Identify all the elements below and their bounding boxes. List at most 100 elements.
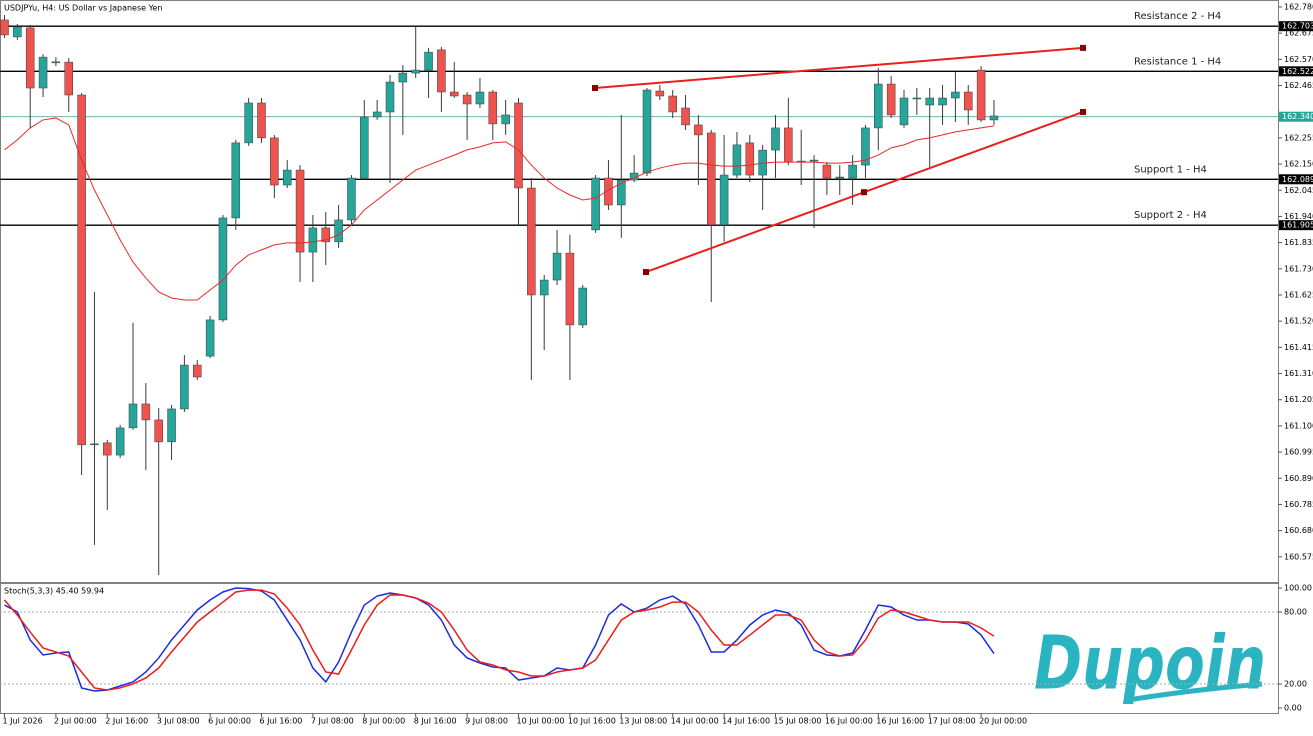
- y-tick-label: 162.570: [1284, 55, 1313, 64]
- candle-body: [604, 177, 613, 206]
- candle-body: [437, 49, 446, 93]
- x-tick-label: 14 Jul 00:00: [671, 717, 719, 726]
- logo-swoosh: [1127, 681, 1263, 703]
- candle-body: [115, 427, 125, 456]
- x-tick-label: 17 Jul 08:00: [928, 717, 976, 726]
- candle-body: [488, 91, 498, 125]
- candle-body: [167, 408, 176, 443]
- x-tick-label: 16 Jul 16:00: [876, 717, 924, 726]
- candle-body: [745, 142, 755, 176]
- candle-body: [193, 364, 202, 378]
- trend-handle: [861, 189, 867, 196]
- last-price-tag: [1279, 111, 1313, 122]
- candle-body: [938, 97, 947, 106]
- candle-body: [514, 102, 523, 189]
- candle-body: [707, 132, 716, 226]
- y-tick-label: 0.00: [1284, 703, 1302, 712]
- candle-body: [539, 279, 549, 296]
- candle-body: [964, 91, 973, 111]
- level-tag-label: 162.089: [1282, 175, 1313, 184]
- x-tick-label: 2 Jul 16:00: [105, 717, 148, 726]
- candle-body: [385, 81, 395, 113]
- x-tick-label: 10 Jul 00:00: [517, 717, 565, 726]
- x-tick-label: 2 Jul 00:00: [54, 717, 97, 726]
- candle-body: [308, 227, 318, 253]
- x-tick-label: 6 Jul 16:00: [260, 717, 303, 726]
- y-tick-label: 162.780: [1284, 2, 1313, 11]
- candle-body: [861, 127, 870, 166]
- y-tick-label: 100.00: [1284, 584, 1312, 593]
- candle-body: [719, 174, 729, 226]
- candle-body: [321, 227, 330, 243]
- x-tick-label: 8 Jul 16:00: [414, 717, 457, 726]
- level-tag-label: 162.522: [1282, 67, 1313, 76]
- series-line: [3, 589, 995, 691]
- x-tick-label: 9 Jul 08:00: [465, 717, 508, 726]
- x-tick-label: 20 Jul 00:00: [979, 717, 1027, 726]
- candle-body: [411, 69, 420, 74]
- candle-body: [424, 51, 433, 71]
- x-tick-label: 14 Jul 16:00: [722, 717, 770, 726]
- candle-body: [951, 91, 960, 99]
- candle-body: [565, 252, 575, 326]
- x-tick-label: 15 Jul 08:00: [774, 717, 822, 726]
- candle-body: [270, 137, 279, 186]
- y-tick-label: 161.520: [1284, 317, 1313, 326]
- series-line: [4, 117, 995, 301]
- candle-body: [128, 403, 138, 429]
- candle-body: [578, 287, 587, 326]
- y-tick-label: 161.625: [1284, 290, 1313, 299]
- x-tick-label: 8 Jul 00:00: [362, 717, 405, 726]
- chart-title: USDJPYu, H4: US Dollar vs Japanese Yen: [4, 4, 162, 13]
- y-tick-label: 161.835: [1284, 238, 1313, 247]
- candle-body: [360, 116, 369, 179]
- candle-body: [527, 187, 536, 296]
- candle-body: [295, 169, 305, 253]
- x-tick-label: 13 Jul 08:00: [619, 717, 667, 726]
- candle-body: [771, 127, 780, 151]
- level-label: Support 2 - H4: [1134, 210, 1207, 221]
- candle-body: [180, 364, 189, 410]
- level-tag-label: 161.905: [1282, 221, 1313, 230]
- candle-body: [347, 177, 356, 221]
- candle-body: [809, 159, 819, 162]
- main-frame: [0, 0, 1279, 583]
- candle-body: [154, 419, 163, 443]
- candle-body: [205, 319, 215, 357]
- y-tick-label: 162.255: [1284, 133, 1313, 142]
- candle-body: [218, 217, 228, 321]
- candle-body: [732, 144, 742, 176]
- level-tag: [1279, 220, 1313, 231]
- candle-body: [38, 56, 48, 89]
- y-tick-label: 161.940: [1284, 212, 1313, 221]
- y-tick-label: 160.785: [1284, 500, 1313, 509]
- level-label: Support 1 - H4: [1134, 164, 1207, 175]
- level-tag-label: 162.703: [1282, 22, 1313, 31]
- candle-body: [475, 91, 485, 105]
- candle-body: [257, 102, 266, 139]
- y-tick-label: 161.310: [1284, 369, 1313, 378]
- trend-handle: [592, 85, 598, 92]
- candle-body: [784, 127, 793, 163]
- y-tick-label: 161.415: [1284, 343, 1313, 352]
- candle-body: [462, 94, 472, 105]
- y-tick-label: 161.100: [1284, 421, 1313, 430]
- candle-body: [989, 115, 999, 121]
- candle-body: [899, 97, 909, 126]
- y-tick-label: 162.465: [1284, 81, 1313, 90]
- candle-body: [552, 252, 562, 281]
- trend-line: [594, 46, 1084, 90]
- candle-body: [835, 176, 844, 179]
- candle-body: [103, 442, 112, 456]
- y-tick-label: 162.675: [1284, 29, 1313, 38]
- level-tag: [1279, 66, 1313, 77]
- candle-body: [334, 219, 343, 243]
- level-label: Resistance 2 - H4: [1134, 11, 1221, 22]
- candle-body: [912, 97, 922, 100]
- candle-body: [13, 26, 22, 38]
- candle-body: [501, 114, 510, 125]
- level-tag: [1279, 174, 1313, 185]
- candle-body: [450, 91, 459, 97]
